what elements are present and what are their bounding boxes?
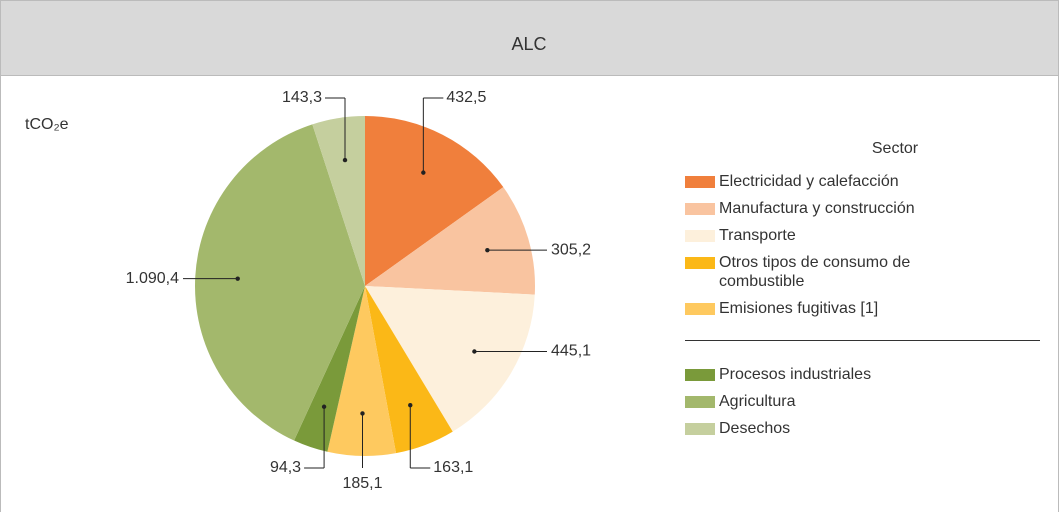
legend-label: Emisiones fugitivas [1] xyxy=(719,300,879,317)
legend-label: Otros tipos de consumo de combustible xyxy=(719,254,911,290)
legend-item: Electricidad y calefacción xyxy=(685,172,1045,191)
legend-swatch xyxy=(685,257,715,269)
legend-swatch xyxy=(685,230,715,242)
legend-swatch xyxy=(685,303,715,315)
legend-swatch xyxy=(685,396,715,408)
pie-slice xyxy=(327,286,397,456)
pie-slice xyxy=(365,187,535,295)
legend-swatch xyxy=(685,369,715,381)
legend-label: Transporte xyxy=(719,227,796,244)
unit-label: tCO₂e xyxy=(25,116,69,133)
data-label: 432,5 xyxy=(446,89,486,106)
data-label: 143,3 xyxy=(282,89,322,106)
data-label: 94,3 xyxy=(270,459,301,476)
legend-separator xyxy=(685,340,1040,341)
legend-label: Electricidad y calefacción xyxy=(719,173,899,190)
legend-item: Manufactura y construcción xyxy=(685,199,1045,218)
pie-slice xyxy=(294,286,365,452)
legend-item: Desechos xyxy=(685,419,1045,438)
legend-label: Agricultura xyxy=(719,393,796,410)
data-label: 305,2 xyxy=(551,241,591,258)
legend-swatch xyxy=(685,203,715,215)
data-label: 445,1 xyxy=(551,343,591,360)
legend-swatch xyxy=(685,176,715,188)
legend-title: Sector xyxy=(871,140,919,157)
data-label: 163,1 xyxy=(433,459,473,476)
pie-slice xyxy=(365,286,453,454)
label-dot xyxy=(472,349,477,354)
legend-item: Procesos industriales xyxy=(685,365,1045,384)
chart-title: ALC xyxy=(511,34,546,54)
pie-slice xyxy=(312,116,365,286)
pie-slice xyxy=(365,116,504,286)
legend-label: Procesos industriales xyxy=(719,366,872,383)
legend-label: Manufactura y construcción xyxy=(719,200,915,217)
pie-slice xyxy=(365,286,535,432)
legend-item: Agricultura xyxy=(685,392,1045,411)
legend-item: Otros tipos de consumo de combustible xyxy=(685,253,1045,291)
header xyxy=(0,0,1059,76)
data-label: 185,1 xyxy=(342,475,382,492)
pie-slice xyxy=(194,124,365,441)
legend-item: Emisiones fugitivas [1] xyxy=(685,299,1045,318)
data-label: 1.090,4 xyxy=(126,270,179,287)
legend-label: Desechos xyxy=(719,420,791,437)
legend: Sector Electricidad y calefacción Manufac… xyxy=(685,140,1045,446)
legend-swatch xyxy=(685,423,715,435)
legend-item: Transporte xyxy=(685,226,1045,245)
